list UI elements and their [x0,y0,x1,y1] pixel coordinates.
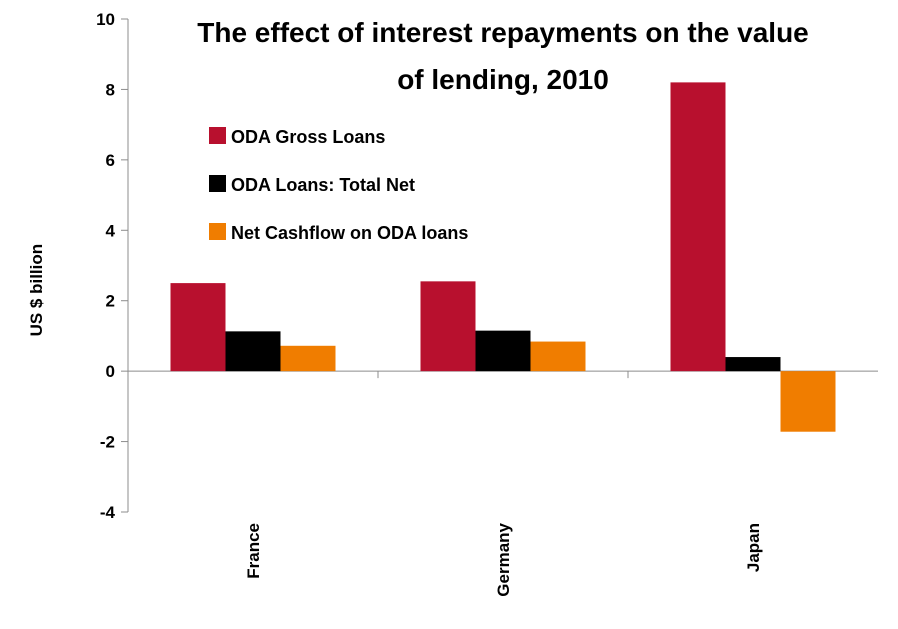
legend-swatch [209,175,226,192]
legend-label: ODA Loans: Total Net [231,175,415,195]
y-tick-label: 6 [106,151,115,170]
legend: ODA Gross Loans ODA Loans: Total Net Net C… [209,127,468,243]
y-tick-label: 2 [106,292,115,311]
chart-title-line: of lending, 2010 [397,64,609,95]
bar [280,345,336,372]
bars [170,82,836,432]
legend-swatch [209,127,226,144]
legend-label: ODA Gross Loans [231,127,385,147]
bar [170,283,226,372]
y-axis-label: US $ billion [27,244,46,337]
y-tick-label: -4 [100,503,116,522]
bar [475,330,531,372]
x-tick-label: Germany [494,522,513,596]
chart-title: The effect of interest repayments on the… [197,17,809,95]
bar [725,357,781,372]
bar [420,281,476,372]
x-tick-label: France [244,523,263,579]
y-tick-label: 4 [106,221,116,240]
legend-label: Net Cashflow on ODA loans [231,223,468,243]
y-tick-label: 0 [106,362,115,381]
y-tick-label: -2 [100,433,115,452]
bar [780,371,836,432]
bar [530,341,586,372]
y-tick-label: 10 [96,10,115,29]
bar [225,331,281,372]
bar [670,82,726,372]
y-tick-label: 8 [106,80,115,99]
chart-title-line: The effect of interest repayments on the… [197,17,809,48]
legend-swatch [209,223,226,240]
x-tick-label: Japan [744,523,763,572]
labels: -4 -2 0 2 4 6 8 10 France Germany Japan US $ billio… [27,10,763,597]
